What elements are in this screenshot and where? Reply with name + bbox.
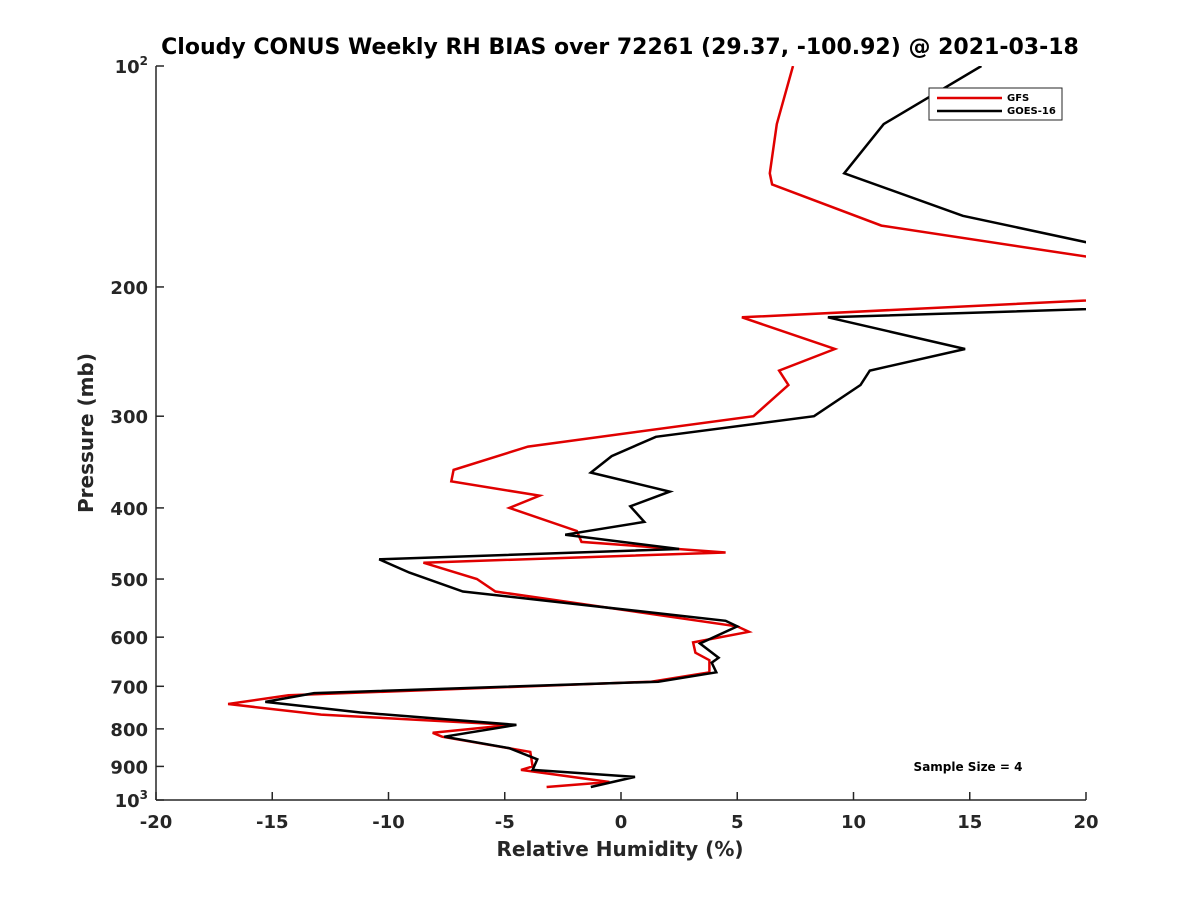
series-line-goes16 xyxy=(265,66,1086,789)
y-tick-label: 500 xyxy=(110,570,148,591)
y-tick-label: 103 xyxy=(115,788,148,812)
x-tick-label: 10 xyxy=(841,812,866,833)
x-tick-label: 20 xyxy=(1073,812,1098,833)
y-tick-label: 400 xyxy=(110,499,148,520)
y-tick-label: 700 xyxy=(110,677,148,698)
chart-title: Cloudy CONUS Weekly RH BIAS over 72261 (… xyxy=(161,35,1079,60)
legend-label-gfs: GFS xyxy=(1007,93,1029,104)
y-tick-exponent: 2 xyxy=(140,54,148,68)
x-axis-label: Relative Humidity (%) xyxy=(496,837,743,861)
x-tick-label: -10 xyxy=(372,812,405,833)
y-tick-label: 900 xyxy=(110,757,148,778)
sample-size-annotation: Sample Size = 4 xyxy=(914,760,1023,774)
series-layer xyxy=(227,66,1086,789)
legend-label-goes16: GOES-16 xyxy=(1007,106,1056,117)
x-ticks: -20 -15 -10 -5 0 5 10 15 20 xyxy=(140,792,1099,833)
y-tick-label: 102 xyxy=(115,54,148,78)
y-tick-label: 200 xyxy=(110,278,148,299)
y-tick-base: 10 xyxy=(115,791,140,812)
x-tick-label: 5 xyxy=(731,812,744,833)
series-line-gfs xyxy=(227,66,1086,789)
x-tick-label: -5 xyxy=(495,812,515,833)
y-axis-label: Pressure (mb) xyxy=(74,353,98,513)
y-tick-label: 800 xyxy=(110,720,148,741)
y-tick-label: 300 xyxy=(110,407,148,428)
y-tick-base: 10 xyxy=(115,57,140,78)
y-tick-label: 600 xyxy=(110,628,148,649)
legend: GFS GOES-16 xyxy=(928,87,1063,121)
y-tick-exponent: 3 xyxy=(140,788,148,802)
legend-box xyxy=(928,87,1063,121)
x-tick-label: 0 xyxy=(615,812,628,833)
x-tick-label: -15 xyxy=(256,812,289,833)
x-tick-label: 15 xyxy=(957,812,982,833)
x-tick-label: -20 xyxy=(140,812,173,833)
